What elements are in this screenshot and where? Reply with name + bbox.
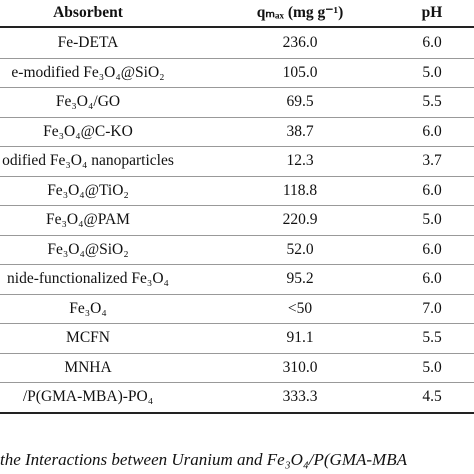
table-cell: 105.0 bbox=[282, 63, 318, 81]
row-rule bbox=[0, 323, 474, 324]
header-cell: qₘₐₓ (mg g⁻¹) bbox=[256, 4, 344, 21]
table-cell: Fe₃O₄@SiO₂ bbox=[47, 240, 129, 258]
row-rule bbox=[0, 205, 474, 206]
table-cell: 6.0 bbox=[422, 122, 442, 140]
table-cell: 91.1 bbox=[286, 329, 314, 346]
table-cell: e-modified Fe₃O₄@SiO₂ bbox=[11, 63, 165, 81]
table-cell: Fe₃O₄@PAM bbox=[46, 211, 130, 228]
table-cell: 7.0 bbox=[422, 299, 442, 317]
row-rule bbox=[0, 382, 474, 383]
row-rule bbox=[0, 264, 474, 265]
table-cell: 38.7 bbox=[286, 122, 314, 140]
table-cell: 333.3 bbox=[282, 388, 318, 405]
table-cell: nide-functionalized Fe₃O₄ bbox=[7, 270, 169, 287]
table-cell: Fe₃O₄/GO bbox=[55, 93, 121, 110]
table-cell: 310.0 bbox=[282, 358, 318, 376]
table-cell: 95.2 bbox=[286, 270, 314, 287]
table-cell: 5.5 bbox=[422, 329, 442, 346]
table-cell: 52.0 bbox=[286, 240, 314, 258]
table-cell: Fe₃O₄@TiO₂ bbox=[47, 181, 129, 199]
row-rule bbox=[0, 146, 474, 147]
bottom-rule bbox=[0, 411, 474, 414]
caption: the Interactions between Uranium and Fe₃… bbox=[0, 450, 407, 469]
row-rule bbox=[0, 175, 474, 177]
row-rule bbox=[0, 352, 474, 354]
header-cell: pH bbox=[421, 4, 443, 21]
table-cell: <50 bbox=[287, 299, 313, 317]
table-cell: 220.9 bbox=[282, 211, 318, 228]
table-cell: Fe-DETA bbox=[57, 34, 119, 51]
header-rule bbox=[0, 26, 474, 28]
table-cell: 69.5 bbox=[286, 93, 314, 110]
row-rule bbox=[0, 234, 474, 236]
row-rule bbox=[0, 87, 474, 88]
table-cell: 5.0 bbox=[422, 358, 442, 376]
row-rule bbox=[0, 293, 474, 295]
table-cell: 5.0 bbox=[422, 211, 442, 228]
table-cell: /P(GMA-MBA)-PO₄ bbox=[22, 388, 154, 405]
table-cell: 12.3 bbox=[286, 152, 314, 169]
header-cell: Absorbent bbox=[53, 4, 123, 21]
table-cell: Fe₃O₄@C-KO bbox=[43, 122, 133, 140]
table-cell: 236.0 bbox=[282, 34, 318, 51]
row-rule bbox=[0, 57, 474, 59]
table-cell: 6.0 bbox=[422, 181, 442, 199]
table-cell: 6.0 bbox=[422, 240, 442, 258]
table-cell: 3.7 bbox=[422, 152, 442, 169]
table-cell: 5.0 bbox=[422, 63, 442, 81]
table-cell: 4.5 bbox=[422, 388, 442, 405]
table-cell: 6.0 bbox=[422, 34, 442, 51]
table-cell: odified Fe₃O₄ nanoparticles bbox=[2, 152, 174, 169]
table-cell: 5.5 bbox=[422, 93, 442, 110]
table-cell: MCFN bbox=[66, 329, 110, 346]
row-rule bbox=[0, 116, 474, 118]
table-cell: 6.0 bbox=[422, 270, 442, 287]
table-cell: MNHA bbox=[64, 358, 112, 376]
table-cell: Fe₃O₄ bbox=[69, 299, 107, 317]
table-cell: 118.8 bbox=[282, 181, 318, 199]
